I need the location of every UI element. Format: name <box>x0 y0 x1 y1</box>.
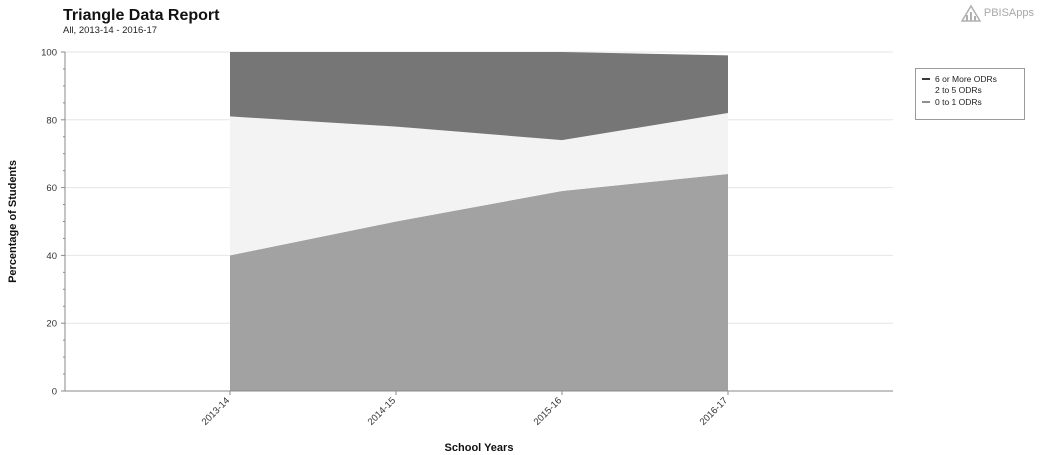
x-tick-label: 2015-16 <box>532 395 564 427</box>
y-tick-label: 100 <box>41 48 57 59</box>
report-subtitle: All, 2013-14 - 2016-17 <box>63 25 158 36</box>
y-tick-label: 60 <box>46 183 57 194</box>
y-tick-label: 80 <box>46 115 57 126</box>
y-axis-title: Percentage of Students <box>7 160 19 283</box>
y-tick-label: 40 <box>46 251 57 262</box>
legend-item-six-or-more[interactable]: 6 or More ODRs <box>922 73 1019 85</box>
area-0-to-1-odrs <box>230 174 728 391</box>
legend-item-zero-to-one[interactable]: 0 to 1 ODRs <box>922 96 1019 108</box>
chart-legend: 6 or More ODRs 2 to 5 ODRs 0 to 1 ODRs <box>915 68 1025 120</box>
brand-name: PBISApps <box>983 7 1034 19</box>
legend-swatch-two-to-five <box>922 89 930 91</box>
legend-swatch-six-or-more <box>922 78 930 80</box>
x-axis-title: School Years <box>445 442 514 454</box>
legend-label-zero-to-one: 0 to 1 ODRs <box>935 96 982 107</box>
legend-item-two-to-five[interactable]: 2 to 5 ODRs <box>922 85 1019 97</box>
brand-logo: PBISApps <box>960 4 1034 22</box>
x-tick-label: 2014-15 <box>366 395 398 427</box>
x-tick-label: 2016-17 <box>698 395 730 427</box>
legend-label-six-or-more: 6 or More ODRs <box>935 73 997 84</box>
y-tick-label: 0 <box>52 387 57 398</box>
y-tick-label: 20 <box>46 319 57 330</box>
legend-label-two-to-five: 2 to 5 ODRs <box>935 85 982 96</box>
x-tick-label: 2013-14 <box>200 395 232 427</box>
area-6-or-more-odrs <box>230 52 728 141</box>
area-2-to-5-odrs <box>230 113 728 256</box>
report-title: Triangle Data Report <box>63 7 220 24</box>
pbis-triangle-icon <box>960 4 981 22</box>
legend-swatch-zero-to-one <box>922 101 930 103</box>
